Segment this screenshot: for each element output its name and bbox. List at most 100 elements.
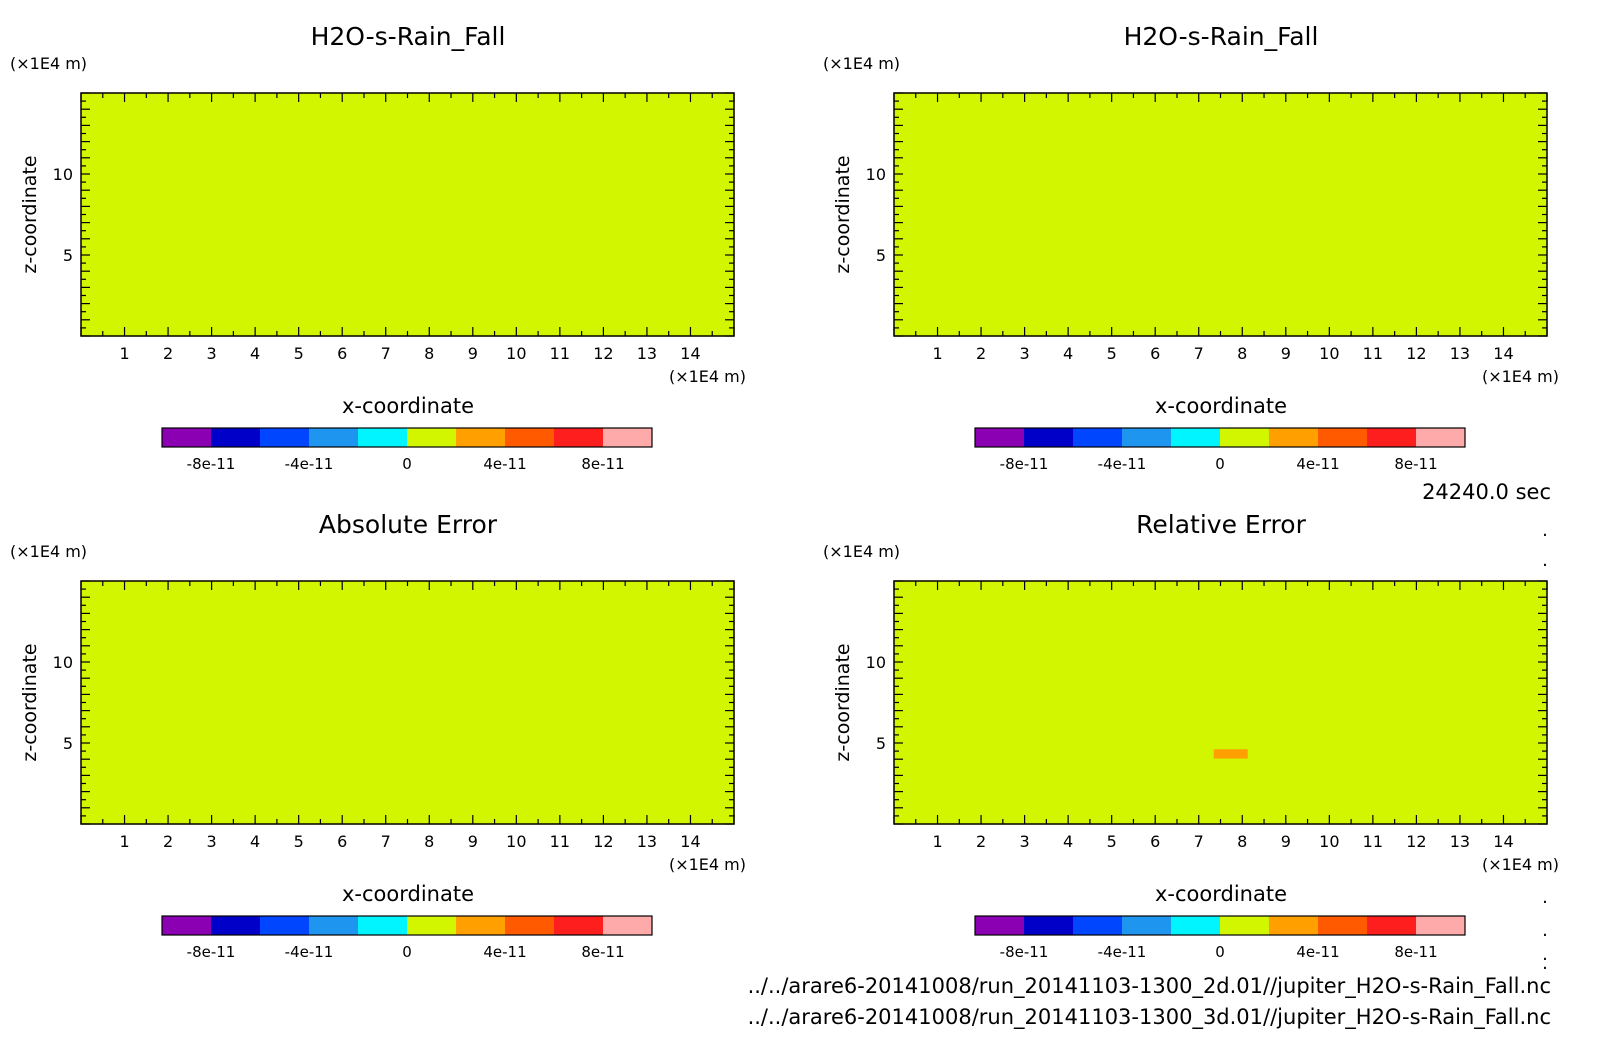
heatmap-cell bbox=[523, 298, 531, 304]
heatmap-cell bbox=[319, 209, 327, 216]
heatmap-cell bbox=[183, 275, 191, 281]
heatmap-cell bbox=[359, 270, 368, 276]
heatmap-cell bbox=[176, 186, 184, 192]
heatmap-cell bbox=[489, 172, 497, 178]
heatmap-cell bbox=[387, 237, 395, 244]
heatmap-cell bbox=[625, 97, 633, 103]
heatmap-cell bbox=[543, 293, 551, 300]
heatmap-cell bbox=[618, 121, 626, 127]
heatmap-cell bbox=[366, 242, 375, 248]
heatmap-cell bbox=[278, 172, 286, 178]
heatmap-cell bbox=[380, 251, 388, 258]
heatmap-cell bbox=[475, 102, 483, 108]
heatmap-cell bbox=[121, 289, 130, 295]
heatmap-cell bbox=[257, 270, 266, 276]
heatmap-cell bbox=[625, 158, 633, 164]
heatmap-cell bbox=[427, 247, 436, 253]
heatmap-cell bbox=[278, 219, 286, 225]
heatmap-cell bbox=[427, 219, 436, 225]
heatmap-cell bbox=[706, 181, 715, 188]
heatmap-cell bbox=[359, 317, 368, 323]
heatmap-cell bbox=[237, 195, 245, 202]
heatmap-cell bbox=[529, 139, 538, 145]
heatmap-cell bbox=[502, 298, 511, 304]
heatmap-cell bbox=[217, 228, 225, 234]
heatmap-cell bbox=[679, 293, 687, 300]
heatmap-cell bbox=[604, 102, 613, 108]
heatmap-cell bbox=[298, 107, 307, 113]
heatmap-cell bbox=[448, 233, 456, 239]
heatmap-cell bbox=[94, 312, 102, 318]
heatmap-cell bbox=[495, 111, 504, 117]
heatmap-cell bbox=[291, 293, 300, 300]
heatmap-cell bbox=[121, 102, 130, 108]
heatmap-cell bbox=[421, 303, 429, 309]
heatmap-cell bbox=[509, 326, 517, 332]
heatmap-cell bbox=[699, 167, 708, 174]
heatmap-cell bbox=[217, 256, 225, 262]
heatmap-cell bbox=[659, 200, 667, 206]
heatmap-cell bbox=[319, 321, 327, 328]
heatmap-cell bbox=[441, 261, 449, 267]
heatmap-cell bbox=[196, 279, 205, 286]
heatmap-cell bbox=[631, 298, 640, 304]
heatmap-cell bbox=[727, 200, 735, 206]
heatmap-cell bbox=[645, 102, 653, 108]
heatmap-cell bbox=[665, 172, 674, 178]
heatmap-cell bbox=[108, 331, 116, 337]
heatmap-cell bbox=[679, 107, 687, 113]
heatmap-cell bbox=[230, 163, 239, 169]
heatmap-cell bbox=[271, 195, 279, 202]
heatmap-cell bbox=[489, 279, 497, 286]
heatmap-cell bbox=[81, 242, 89, 248]
heatmap-cell bbox=[230, 219, 239, 225]
heatmap-cell bbox=[570, 256, 579, 262]
heatmap-cell bbox=[536, 172, 545, 178]
heatmap-cell bbox=[597, 331, 606, 337]
heatmap-cell bbox=[448, 214, 456, 220]
heatmap-cell bbox=[720, 93, 728, 99]
heatmap-cell bbox=[529, 121, 538, 127]
heatmap-cell bbox=[414, 265, 422, 272]
heatmap-cell bbox=[475, 219, 483, 225]
heatmap-cell bbox=[203, 111, 211, 117]
heatmap-cell bbox=[631, 139, 640, 145]
heatmap-cell bbox=[257, 97, 266, 103]
heatmap-cell bbox=[543, 270, 551, 276]
heatmap-cell bbox=[155, 200, 164, 206]
heatmap-cell bbox=[353, 144, 361, 150]
heatmap-cell bbox=[720, 219, 728, 225]
heatmap-cell bbox=[87, 284, 96, 290]
heatmap-cell bbox=[155, 139, 164, 145]
heatmap-cell bbox=[339, 214, 347, 220]
heatmap-cell bbox=[393, 195, 402, 202]
heatmap-cell bbox=[529, 317, 538, 323]
heatmap-cell bbox=[584, 214, 592, 220]
heatmap-cell bbox=[162, 130, 171, 136]
heatmap-cell bbox=[149, 167, 157, 174]
heatmap-cell bbox=[237, 261, 245, 267]
heatmap-cell bbox=[312, 125, 320, 131]
heatmap-cell bbox=[591, 242, 599, 248]
heatmap-cell bbox=[217, 237, 225, 244]
heatmap-cell bbox=[441, 303, 449, 309]
heatmap-cell bbox=[319, 191, 327, 197]
heatmap-cell bbox=[611, 289, 619, 295]
heatmap-cell bbox=[665, 307, 674, 314]
heatmap-cell bbox=[169, 293, 177, 300]
heatmap-cell bbox=[611, 102, 619, 108]
heatmap-cell bbox=[577, 200, 585, 206]
heatmap-cell bbox=[652, 261, 660, 267]
heatmap-cell bbox=[230, 191, 239, 197]
heatmap-cell bbox=[495, 135, 504, 141]
heatmap-cell bbox=[162, 307, 171, 314]
heatmap-cell bbox=[604, 93, 613, 99]
heatmap-cell bbox=[448, 303, 456, 309]
heatmap-cell bbox=[482, 111, 490, 117]
heatmap-cell bbox=[291, 93, 300, 99]
heatmap-cell bbox=[495, 149, 504, 155]
heatmap-cell bbox=[570, 139, 579, 145]
heatmap-cell bbox=[618, 153, 626, 160]
heatmap-cell bbox=[108, 97, 116, 103]
heatmap-cell bbox=[407, 139, 415, 145]
